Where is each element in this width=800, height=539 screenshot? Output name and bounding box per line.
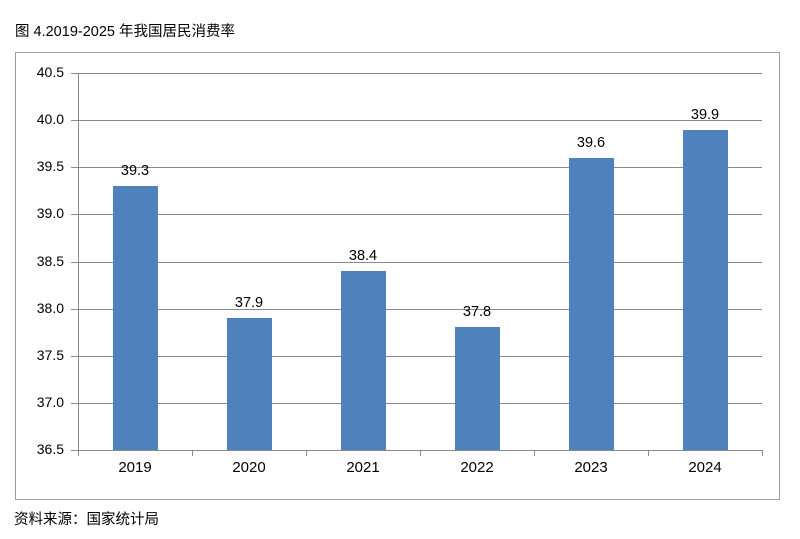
y-axis-tick xyxy=(71,120,78,121)
x-axis-tick xyxy=(192,450,193,456)
x-axis-tick xyxy=(762,450,763,456)
x-axis-tick xyxy=(420,450,421,456)
bar-2021 xyxy=(340,271,386,450)
gridline xyxy=(78,403,762,404)
value-label: 37.9 xyxy=(234,295,264,311)
x-axis-label: 2022 xyxy=(460,459,494,476)
y-axis-line xyxy=(78,73,79,456)
gridline xyxy=(78,214,762,215)
x-axis-tick xyxy=(306,450,307,456)
bar-2020 xyxy=(226,318,272,450)
plot-area: 36.5 37.0 37.5 38.0 38.5 39.0 39.5 40.0 40.5 39.3… xyxy=(37,64,763,476)
y-axis-label: 37.5 xyxy=(36,347,64,363)
bar-2022 xyxy=(454,327,500,450)
chart-title: 图 4.2019-2025 年我国居民消费率 xyxy=(15,24,235,40)
y-axis-tick xyxy=(71,403,78,404)
y-axis-tick xyxy=(71,450,78,451)
gridline xyxy=(78,262,762,263)
bar-2019 xyxy=(112,186,158,450)
bar-2023 xyxy=(568,158,614,450)
value-label: 38.4 xyxy=(348,248,378,264)
source-note: 资料来源：国家统计局 xyxy=(14,512,159,528)
y-axis-label: 40.0 xyxy=(36,111,64,127)
y-axis-tick xyxy=(71,214,78,215)
gridline xyxy=(78,167,762,168)
bar-2024 xyxy=(682,130,728,450)
y-axis-label: 36.5 xyxy=(36,441,64,457)
x-axis-label: 2023 xyxy=(574,459,608,476)
gridline xyxy=(78,120,762,121)
value-label: 39.9 xyxy=(690,107,720,123)
y-axis-label: 38.5 xyxy=(36,253,64,269)
value-label: 39.6 xyxy=(576,135,606,151)
y-axis-label: 39.5 xyxy=(36,158,64,174)
x-axis-label: 2024 xyxy=(688,459,722,476)
x-axis-label: 2020 xyxy=(232,459,266,476)
y-axis-label: 37.0 xyxy=(36,394,64,410)
y-axis-label: 39.0 xyxy=(36,205,64,221)
y-axis-tick xyxy=(71,356,78,357)
gridline xyxy=(78,73,762,74)
x-axis-label: 2021 xyxy=(346,459,380,476)
y-axis-tick xyxy=(71,73,78,74)
value-label: 39.3 xyxy=(120,163,150,179)
gridline xyxy=(78,309,762,310)
x-axis-tick xyxy=(648,450,649,456)
x-axis-label: 2019 xyxy=(118,459,152,476)
x-axis-tick xyxy=(534,450,535,456)
y-axis-label: 38.0 xyxy=(36,300,64,316)
y-axis-tick xyxy=(71,262,78,263)
y-axis-tick xyxy=(71,167,78,168)
gridline xyxy=(78,356,762,357)
value-label: 37.8 xyxy=(462,304,492,320)
y-axis-label: 40.5 xyxy=(36,64,64,80)
chart-frame: 36.5 37.0 37.5 38.0 38.5 39.0 39.5 40.0 40.5 39.3… xyxy=(15,52,780,500)
y-axis-tick xyxy=(71,309,78,310)
